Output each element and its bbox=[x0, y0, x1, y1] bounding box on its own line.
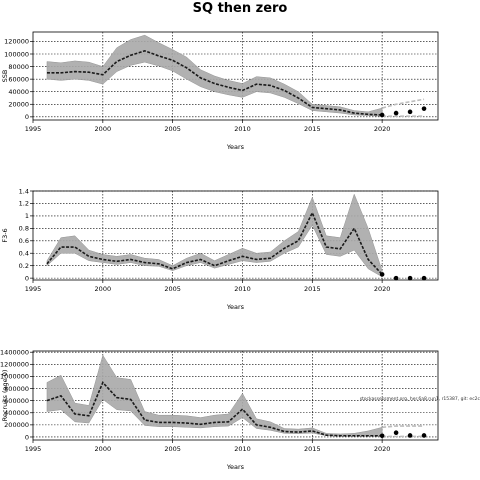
panel-2-median-line bbox=[46, 381, 383, 437]
panel-0-xtick-label: 2015 bbox=[304, 125, 321, 133]
panel-1-xtick-label: 2015 bbox=[304, 285, 321, 293]
panel-1-projection-point bbox=[421, 275, 427, 281]
panel-1-xtick-label: 2005 bbox=[164, 285, 181, 293]
panel-0-xtick-label: 2010 bbox=[234, 125, 251, 133]
panel-0-xlabel: Years bbox=[226, 143, 245, 151]
panel-2-ytick-label: 200000 bbox=[4, 421, 29, 429]
panel-0-projection-upper bbox=[381, 98, 425, 109]
panel-0-ytick-label: 60000 bbox=[8, 75, 29, 83]
panel-2-ytick-label: 800000 bbox=[4, 385, 29, 393]
panel-2-xtick-label: 1995 bbox=[25, 445, 42, 453]
panel-0-ytick-label: 20000 bbox=[8, 101, 29, 109]
panel-0-projection-point bbox=[407, 109, 413, 115]
panel-1-projection-point bbox=[393, 275, 399, 281]
panel-0-xtick-label: 1995 bbox=[25, 125, 42, 133]
panel-2-xtick-label: 2015 bbox=[304, 445, 321, 453]
panel-0-projection-point bbox=[421, 106, 427, 111]
panel-1-projection-point bbox=[379, 272, 385, 277]
panel-0-xtick-label: 2000 bbox=[95, 125, 112, 133]
panel-1-ylabel: F3-6 bbox=[1, 228, 9, 242]
panel-2-projection-point bbox=[393, 430, 399, 436]
panel-1-ytick-label: 0.2 bbox=[19, 262, 29, 270]
panel-2-xtick-label: 2010 bbox=[234, 445, 251, 453]
panel-2-xtick-label: 2000 bbox=[95, 445, 112, 453]
panel-0-ytick-label: 100000 bbox=[4, 50, 29, 58]
panel-1-ytick-label: 0 bbox=[25, 274, 29, 282]
panel-1-xlabel: Years bbox=[226, 303, 245, 311]
panel-0-frame bbox=[32, 31, 439, 121]
panel-0-projection-point bbox=[379, 112, 385, 118]
panel-1-confidence-band bbox=[46, 193, 383, 278]
panel-1-ytick-label: 0.4 bbox=[19, 250, 29, 258]
panel-0-projection-point bbox=[393, 110, 399, 116]
panel-2-ytick-label: 0 bbox=[25, 433, 29, 441]
panel-1-xtick-label: 2000 bbox=[95, 285, 112, 293]
panel-2-projection-point bbox=[407, 433, 413, 438]
panel-2-xlabel: Years bbox=[226, 463, 245, 471]
panel-2-projection-point bbox=[379, 433, 385, 439]
panel-1-xtick-label: 2020 bbox=[374, 285, 391, 293]
panel-2-ytick-label: 1000000 bbox=[0, 373, 29, 381]
panel-1-xtick-label: 1995 bbox=[25, 285, 42, 293]
figure-title: SQ then zero bbox=[192, 1, 288, 16]
panel-2-annotation: stockassessment.org, her.6a8.run1, r1538… bbox=[360, 396, 480, 402]
panel-1-median-line bbox=[46, 210, 383, 275]
panel-0-ytick-label: 40000 bbox=[8, 88, 29, 96]
panel-0-xtick-label: 2005 bbox=[164, 125, 181, 133]
panel-1-ytick-label: 0.8 bbox=[19, 225, 29, 233]
panel-2-projection-upper bbox=[382, 425, 425, 429]
panel-2-ylabel: Recruits (age 0) bbox=[1, 370, 9, 422]
panel-2-ytick-label: 400000 bbox=[4, 409, 29, 417]
panel-1-ytick-label: 1.4 bbox=[19, 187, 29, 195]
panel-0-xtick-label: 2020 bbox=[374, 125, 391, 133]
panel-2-ytick-label: 600000 bbox=[4, 397, 29, 405]
panel-2-ytick-label: 1400000 bbox=[0, 349, 29, 357]
panel-2-projection-point bbox=[421, 433, 427, 438]
panel-2-ytick-label: 1200000 bbox=[0, 361, 29, 369]
panel-0-ytick-label: 80000 bbox=[8, 63, 29, 71]
panel-0-ytick-label: 120000 bbox=[4, 38, 29, 46]
panel-0-median-line bbox=[46, 50, 383, 116]
panel-0-ylabel: SSB bbox=[1, 70, 9, 83]
panel-1-ytick-label: 1 bbox=[25, 212, 29, 220]
panel-2-xtick-label: 2020 bbox=[374, 445, 391, 453]
panel-1-ytick-label: 1.2 bbox=[19, 200, 29, 208]
panel-1-ytick-label: 0.6 bbox=[19, 237, 29, 245]
panel-1-xtick-label: 2010 bbox=[234, 285, 251, 293]
panel-1-projection-point bbox=[407, 275, 413, 281]
panel-0-ytick-label: 0 bbox=[25, 113, 29, 121]
panel-2-frame bbox=[32, 350, 439, 441]
panel-2-xtick-label: 2005 bbox=[164, 445, 181, 453]
